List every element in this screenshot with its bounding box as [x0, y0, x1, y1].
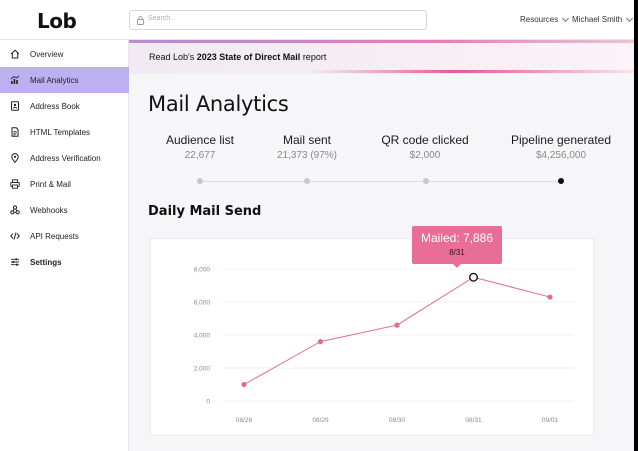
y-tick-label: 4,000	[194, 333, 211, 340]
resources-label: Resources	[520, 15, 559, 24]
chart-tooltip: Mailed: 7,886 8/31	[412, 226, 502, 268]
banner-top-stripe	[129, 40, 634, 43]
kpi-qr-code-clicked[interactable]: QR code clicked $2,000	[375, 133, 475, 161]
kpi-audience-list[interactable]: Audience list 22,677	[164, 133, 236, 161]
document-icon	[11, 127, 19, 137]
kpi-label: Audience list	[165, 133, 235, 147]
y-tick-label: 2,000	[194, 366, 211, 373]
code-icon	[10, 232, 20, 240]
page-title: Mail Analytics	[148, 92, 289, 116]
kpi-step-dot[interactable]	[304, 178, 310, 184]
kpi-value: $2,000	[409, 150, 441, 161]
banner-prefix: Read Lob's	[149, 52, 197, 62]
x-tick-label: 08/31	[465, 417, 482, 424]
search-input[interactable]: Search...	[129, 10, 427, 30]
y-tick-label: 6,000	[194, 300, 211, 307]
data-point	[241, 381, 247, 388]
kpi-value: $4,256,000	[535, 150, 587, 161]
printer-icon	[10, 179, 20, 189]
home-icon	[10, 49, 20, 59]
tooltip-arrow	[453, 264, 461, 268]
sidebar-item-mail-analytics[interactable]: Mail Analytics	[0, 67, 129, 93]
banner-bottom-stripe	[309, 70, 634, 73]
banner-text: Read Lob's 2023 State of Direct Mail rep…	[149, 52, 326, 62]
kpi-pipeline-generated[interactable]: Pipeline generated $4,256,000	[506, 133, 616, 161]
webhook-icon	[10, 205, 20, 215]
y-tick-label: 8,000	[194, 267, 211, 274]
sidebar-item-label: Print & Mail	[30, 180, 71, 189]
sidebar: Overview Mail Analytics Address Book	[0, 40, 129, 451]
sidebar-item-address-book[interactable]: Address Book	[0, 93, 129, 119]
x-tick-label: 08/30	[389, 417, 406, 424]
data-point-highlighted	[469, 272, 479, 282]
data-point	[394, 322, 400, 328]
kpi-step-dot[interactable]	[423, 178, 429, 184]
banner-suffix: report	[300, 52, 327, 62]
search-placeholder: Search...	[148, 15, 177, 22]
x-tick-label: 09/01	[542, 417, 559, 424]
daily-mail-send-chart: 8,000 6,000 4,000 2,000 0 08/28 08/29 08/30 08/3…	[194, 267, 575, 424]
sidebar-item-label: Settings	[30, 258, 62, 267]
kpi-mail-sent[interactable]: Mail sent 21,373 (97%)	[267, 133, 347, 161]
sidebar-item-label: API Requests	[30, 232, 79, 241]
lob-logo[interactable]: Lob	[37, 9, 77, 33]
location-pin-icon	[11, 153, 19, 163]
sidebar-item-api-requests[interactable]: API Requests	[0, 223, 129, 249]
banner-highlight: 2023 State of Direct Mail	[196, 52, 301, 62]
user-name: Michael Smith	[572, 15, 623, 24]
sidebar-item-label: Address Verification	[30, 154, 101, 163]
kpi-step-dot-active[interactable]	[558, 178, 564, 184]
tooltip-date: 8/31	[449, 248, 465, 257]
sidebar-item-html-templates[interactable]: HTML Templates	[0, 119, 129, 145]
kpi-step-dot[interactable]	[197, 178, 203, 184]
section-title: Daily Mail Send	[148, 204, 262, 219]
sidebar-item-label: HTML Templates	[30, 128, 91, 137]
sidebar-item-overview[interactable]: Overview	[0, 41, 129, 67]
sidebar-item-address-verification[interactable]: Address Verification	[0, 145, 129, 171]
chevron-down-icon	[626, 14, 634, 22]
top-bar: Lob Search... Resources Michael Smith	[0, 0, 634, 40]
chevron-down-icon	[562, 14, 570, 22]
tooltip-title: Mailed: 7,886	[420, 231, 494, 245]
sidebar-item-settings[interactable]: Settings	[0, 249, 129, 275]
address-book-icon	[11, 101, 19, 111]
chart-card: 8,000 6,000 4,000 2,000 0 08/28 08/29 08/30 08/3…	[150, 238, 594, 436]
data-point	[317, 339, 324, 345]
x-tick-label: 08/28	[236, 417, 253, 424]
kpi-value: 22,677	[184, 150, 216, 161]
sidebar-item-label: Mail Analytics	[30, 76, 79, 85]
sidebar-item-webhooks[interactable]: Webhooks	[0, 197, 129, 223]
sliders-icon	[11, 258, 19, 266]
lock-icon	[137, 16, 144, 25]
y-tick-label: 0	[206, 399, 210, 406]
sidebar-item-print-mail[interactable]: Print & Mail	[0, 171, 129, 197]
resources-menu[interactable]: Resources	[520, 14, 570, 24]
sidebar-item-label: Address Book	[30, 102, 80, 111]
kpi-label: Mail sent	[282, 133, 332, 147]
data-point	[547, 294, 553, 300]
analytics-icon	[10, 75, 20, 84]
main-content: Read Lob's 2023 State of Direct Mail rep…	[129, 40, 634, 451]
kpi-value: 21,373 (97%)	[276, 150, 338, 161]
kpi-label: QR code clicked	[381, 133, 469, 147]
x-tick-label: 08/29	[312, 417, 329, 424]
kpi-progress-track	[200, 181, 561, 182]
promo-banner[interactable]: Read Lob's 2023 State of Direct Mail rep…	[129, 40, 634, 74]
kpi-label: Pipeline generated	[510, 133, 612, 147]
user-menu[interactable]: Michael Smith	[572, 14, 634, 24]
sidebar-item-label: Overview	[30, 50, 64, 59]
sidebar-item-label: Webhooks	[30, 206, 68, 215]
